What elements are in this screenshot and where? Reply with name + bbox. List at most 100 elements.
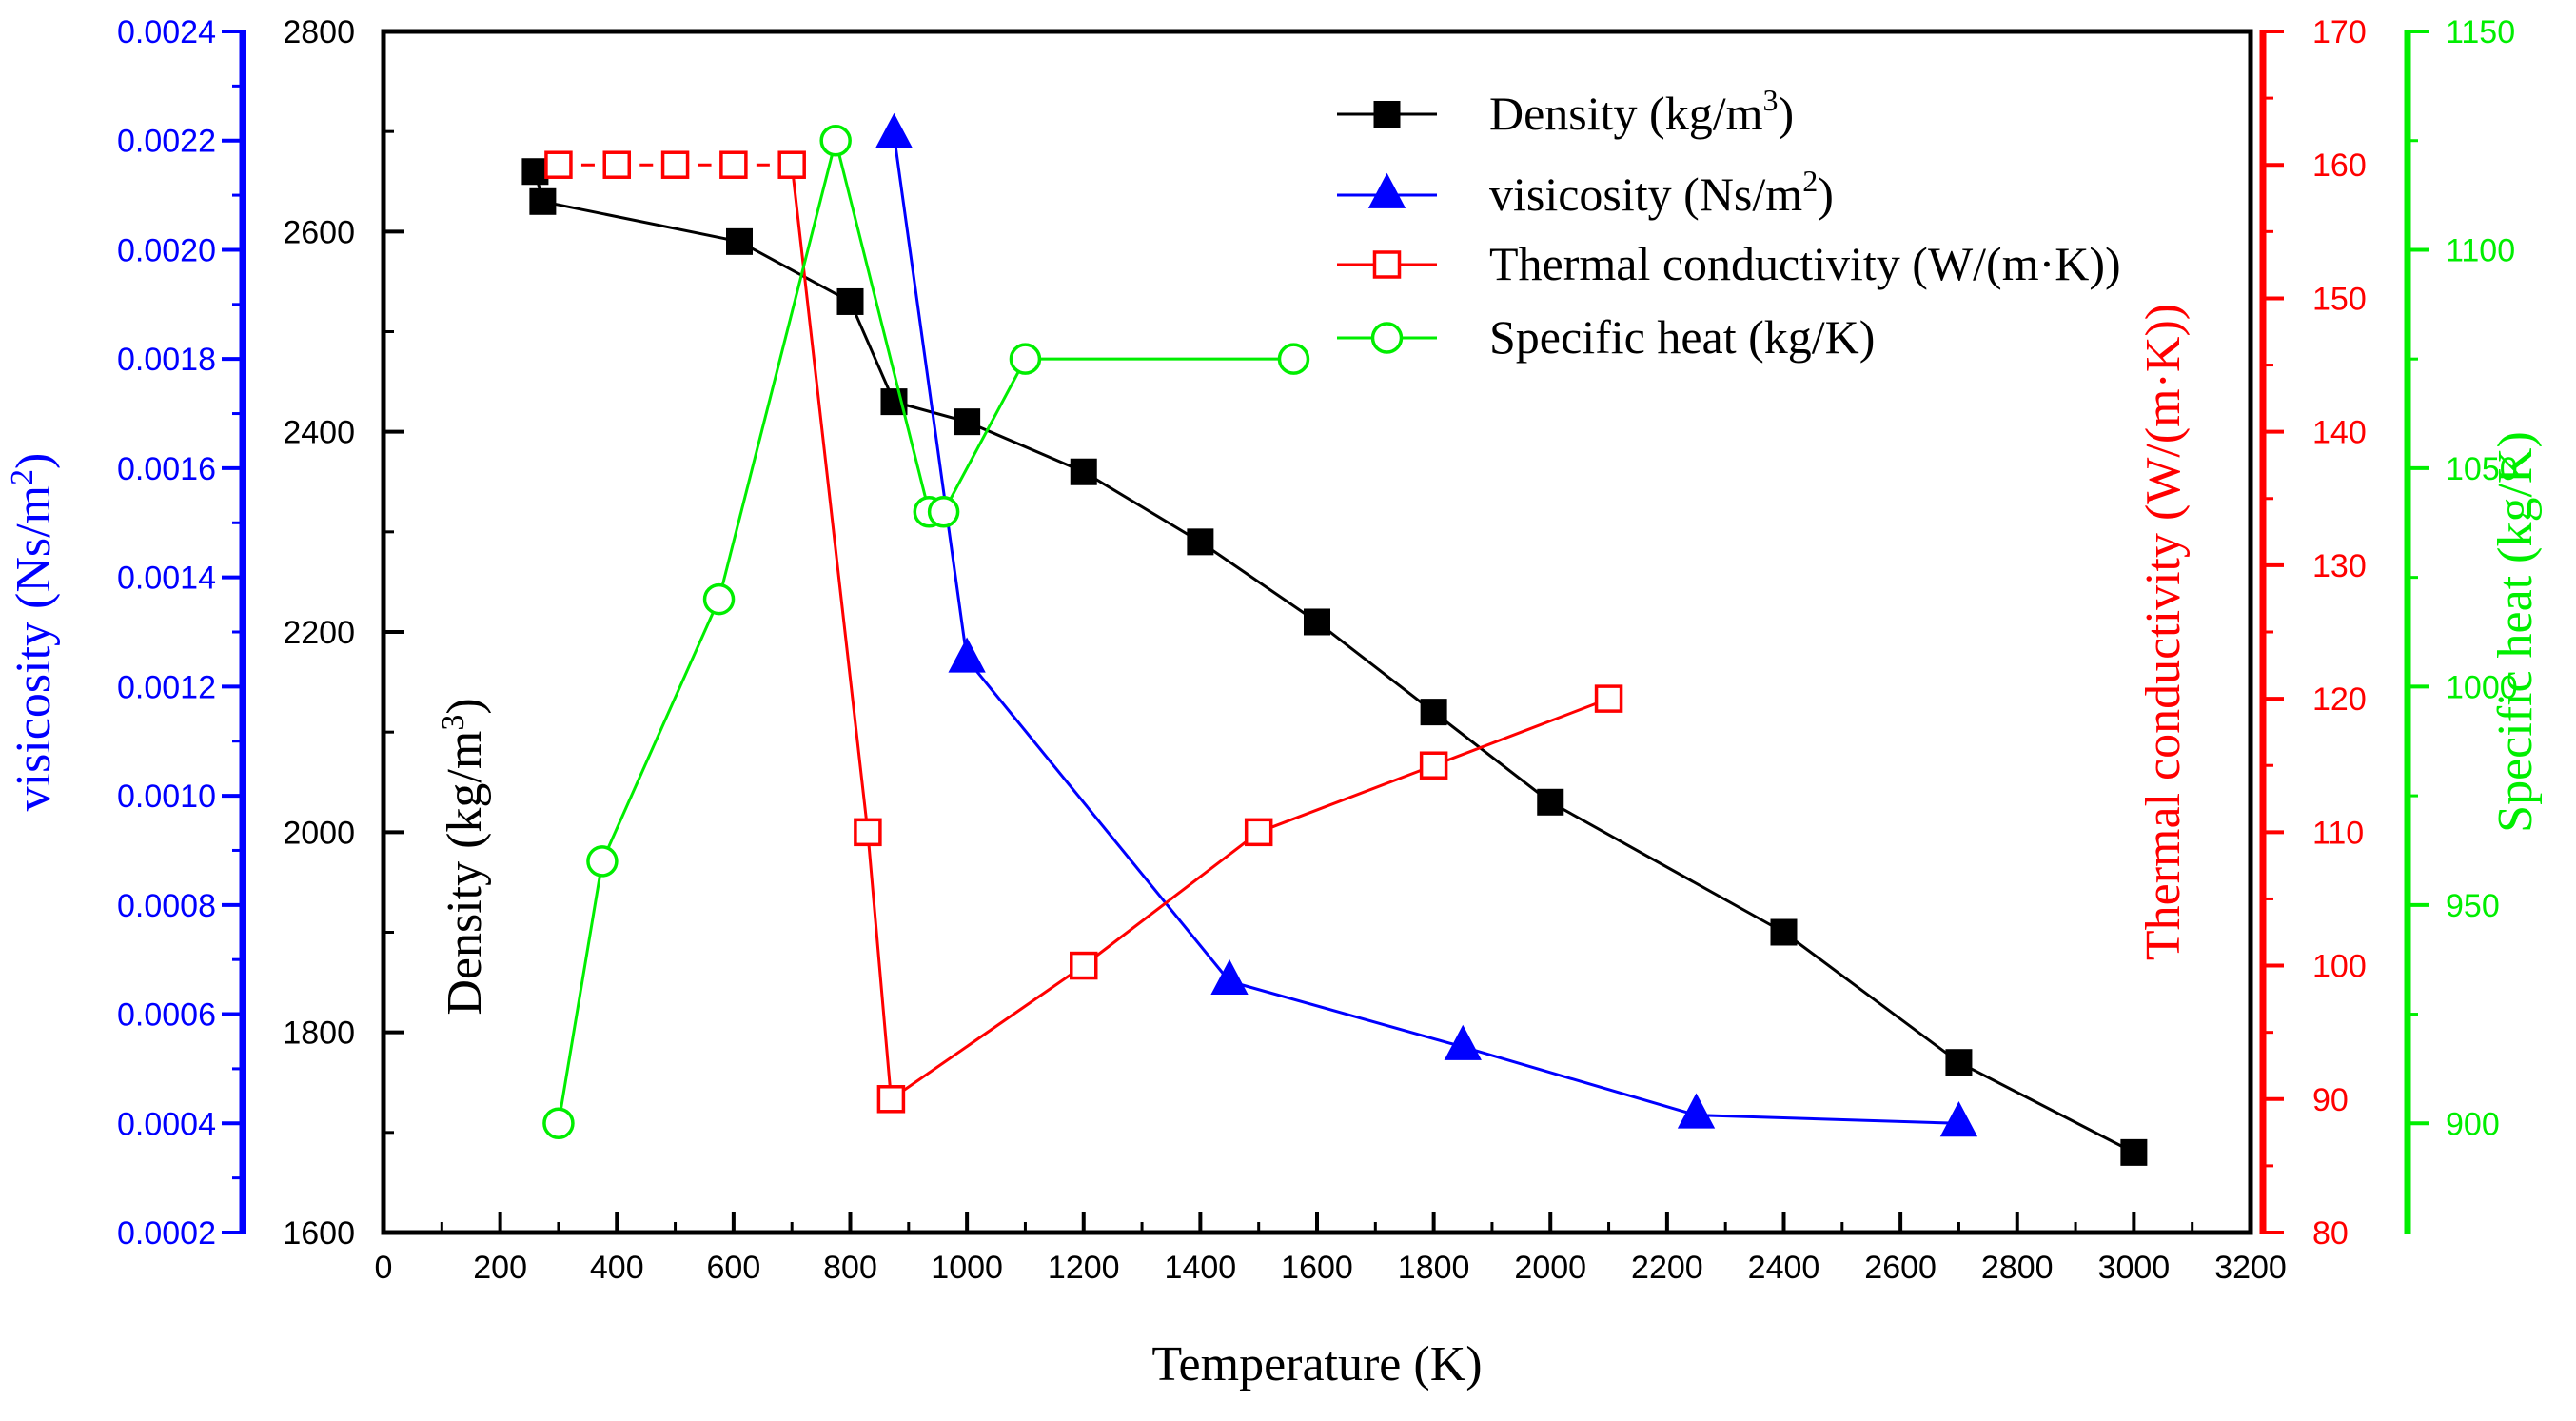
y-tick-label: 0.0016 xyxy=(117,451,216,487)
y-tick-label: 2400 xyxy=(283,415,355,451)
data-point xyxy=(819,124,852,157)
y-tick-label: 90 xyxy=(2312,1082,2349,1118)
legend-entry-density: Density (kg/m3) xyxy=(1337,83,1794,140)
y-tick-label: 0.0012 xyxy=(117,669,216,705)
specific-heat-axis: 900 950 1000 1050 1100 1150 Specific heat (kg/… xyxy=(2404,14,2543,1234)
data-point xyxy=(1277,343,1310,375)
thermal-conductivity-axis-title: Thermal conductivity (W/(m·K)) xyxy=(2136,304,2191,960)
y-tick-label: 0.0014 xyxy=(117,561,216,597)
x-tick-label: 2000 xyxy=(1514,1250,1586,1286)
data-point xyxy=(602,150,631,179)
x-tick-label: 2600 xyxy=(1864,1250,1937,1286)
data-point xyxy=(1244,818,1273,847)
data-point xyxy=(927,496,960,528)
x-tick-label: 1800 xyxy=(1398,1250,1470,1286)
x-tick-label: 200 xyxy=(473,1250,527,1286)
series-line-segment xyxy=(1957,1060,2135,1155)
series-line-segment xyxy=(790,165,870,833)
series-line-segment xyxy=(557,860,604,1124)
series-line-segment xyxy=(892,134,969,660)
legend: Density (kg/m3)visicosity (Ns/m2)Thermal… xyxy=(1337,83,2121,364)
y-tick-label: 150 xyxy=(2312,281,2367,317)
series-line-segment xyxy=(1782,931,1960,1064)
data-point xyxy=(1594,684,1623,713)
y-tick-label: 0.0008 xyxy=(117,888,216,924)
axis-title-text: Density (kg/m xyxy=(438,731,492,1016)
y-tick-label: 2000 xyxy=(283,815,355,851)
series-layer xyxy=(521,112,2148,1166)
data-point xyxy=(1009,343,1042,375)
data-point xyxy=(1419,751,1448,780)
y-tick-label: 1050 xyxy=(2446,451,2518,487)
x-axis-title: Temperature (K) xyxy=(1151,1337,1482,1391)
thermal-conductivity-axis: 80 90 100 110 120 130 140 150 160 170 Thermal cond… xyxy=(2136,14,2367,1252)
axis-title-text: ) xyxy=(7,453,61,469)
series-line-segment xyxy=(1696,1114,1959,1125)
x-tick-label: 1400 xyxy=(1165,1250,1237,1286)
y-tick-label: 110 xyxy=(2312,815,2364,851)
data-point xyxy=(1370,322,1404,354)
data-point xyxy=(1210,958,1249,996)
series-line-segment xyxy=(866,832,893,1099)
data-point xyxy=(1373,101,1401,128)
y-tick-label: 100 xyxy=(2312,949,2367,985)
data-point xyxy=(1367,172,1406,208)
series-density xyxy=(521,158,2148,1166)
series-line-segment xyxy=(1433,697,1610,767)
data-point xyxy=(948,637,986,673)
data-point xyxy=(1770,918,1798,946)
x-tick-label: 800 xyxy=(823,1250,877,1286)
axes-layer: 0 200 400 600 800 1000 1200 1400 1600 1800 2000 220… xyxy=(5,14,2543,1286)
series-line-segment xyxy=(738,240,852,304)
legend-label: Specific heat (kg/K) xyxy=(1489,310,1875,364)
y-tick-label: 0.0024 xyxy=(117,14,216,50)
series-line-segment xyxy=(542,200,740,244)
density-axis: 1600 1800 2000 2200 2400 2600 2800 Density (kg/… xyxy=(283,14,492,1252)
data-point xyxy=(1070,951,1098,980)
series-thermal-conductivity xyxy=(544,150,1623,1114)
density-axis-title: Density (kg/m3) xyxy=(436,698,492,1015)
specific-heat-axis-title: Specific heat (kg/K) xyxy=(2488,431,2543,833)
data-point xyxy=(876,1085,906,1114)
y-tick-label: 1100 xyxy=(2446,232,2515,268)
y-tick-label: 140 xyxy=(2312,415,2367,451)
y-tick-label: 2200 xyxy=(283,615,355,651)
data-point xyxy=(875,112,914,148)
y-tick-label: 0.0022 xyxy=(117,124,216,160)
viscosity-axis: 0.0002 0.0004 0.0006 0.0008 0.0010 0.0012 0.00… xyxy=(5,14,246,1252)
legend-label-text: ) xyxy=(1818,168,1834,221)
data-point xyxy=(1444,1024,1482,1060)
series-line-segment xyxy=(718,140,837,600)
data-point xyxy=(954,408,981,436)
data-point xyxy=(1070,458,1097,485)
series-line-segment xyxy=(966,420,1085,474)
legend-entry-viscosity: visicosity (Ns/m2) xyxy=(1337,164,1834,221)
y-tick-label: 0.0020 xyxy=(117,232,216,268)
y-tick-label: 0.0018 xyxy=(117,342,216,378)
y-tick-label: 0.0004 xyxy=(117,1106,216,1142)
series-line-segment xyxy=(890,964,1085,1101)
y-tick-label: 1000 xyxy=(2446,669,2518,705)
y-tick-label: 950 xyxy=(2446,888,2500,924)
x-tick-label: 0 xyxy=(375,1250,393,1286)
series-line-segment xyxy=(1258,763,1435,834)
y-tick-label: 2800 xyxy=(283,14,355,50)
series-line-segment xyxy=(1229,979,1464,1049)
data-point xyxy=(777,150,806,179)
y-tick-label: 1800 xyxy=(283,1016,355,1052)
y-tick-label: 160 xyxy=(2312,148,2367,184)
y-tick-label: 80 xyxy=(2312,1215,2349,1252)
x-tick-label: 2800 xyxy=(1981,1250,2054,1286)
y-tick-label: 120 xyxy=(2312,681,2367,718)
y-tick-label: 0.0002 xyxy=(117,1215,216,1252)
axis-title-text: visicosity (Ns/m xyxy=(7,485,61,811)
y-tick-label: 1600 xyxy=(283,1215,355,1252)
x-tick-label: 1200 xyxy=(1048,1250,1120,1286)
x-tick-label: 2400 xyxy=(1748,1250,1820,1286)
axis-title-superscript: 2 xyxy=(5,469,40,485)
data-point xyxy=(1372,250,1402,279)
y-tick-label: 0.0010 xyxy=(117,779,216,815)
series-line-segment xyxy=(834,140,931,513)
x-tick-label: 400 xyxy=(590,1250,644,1286)
